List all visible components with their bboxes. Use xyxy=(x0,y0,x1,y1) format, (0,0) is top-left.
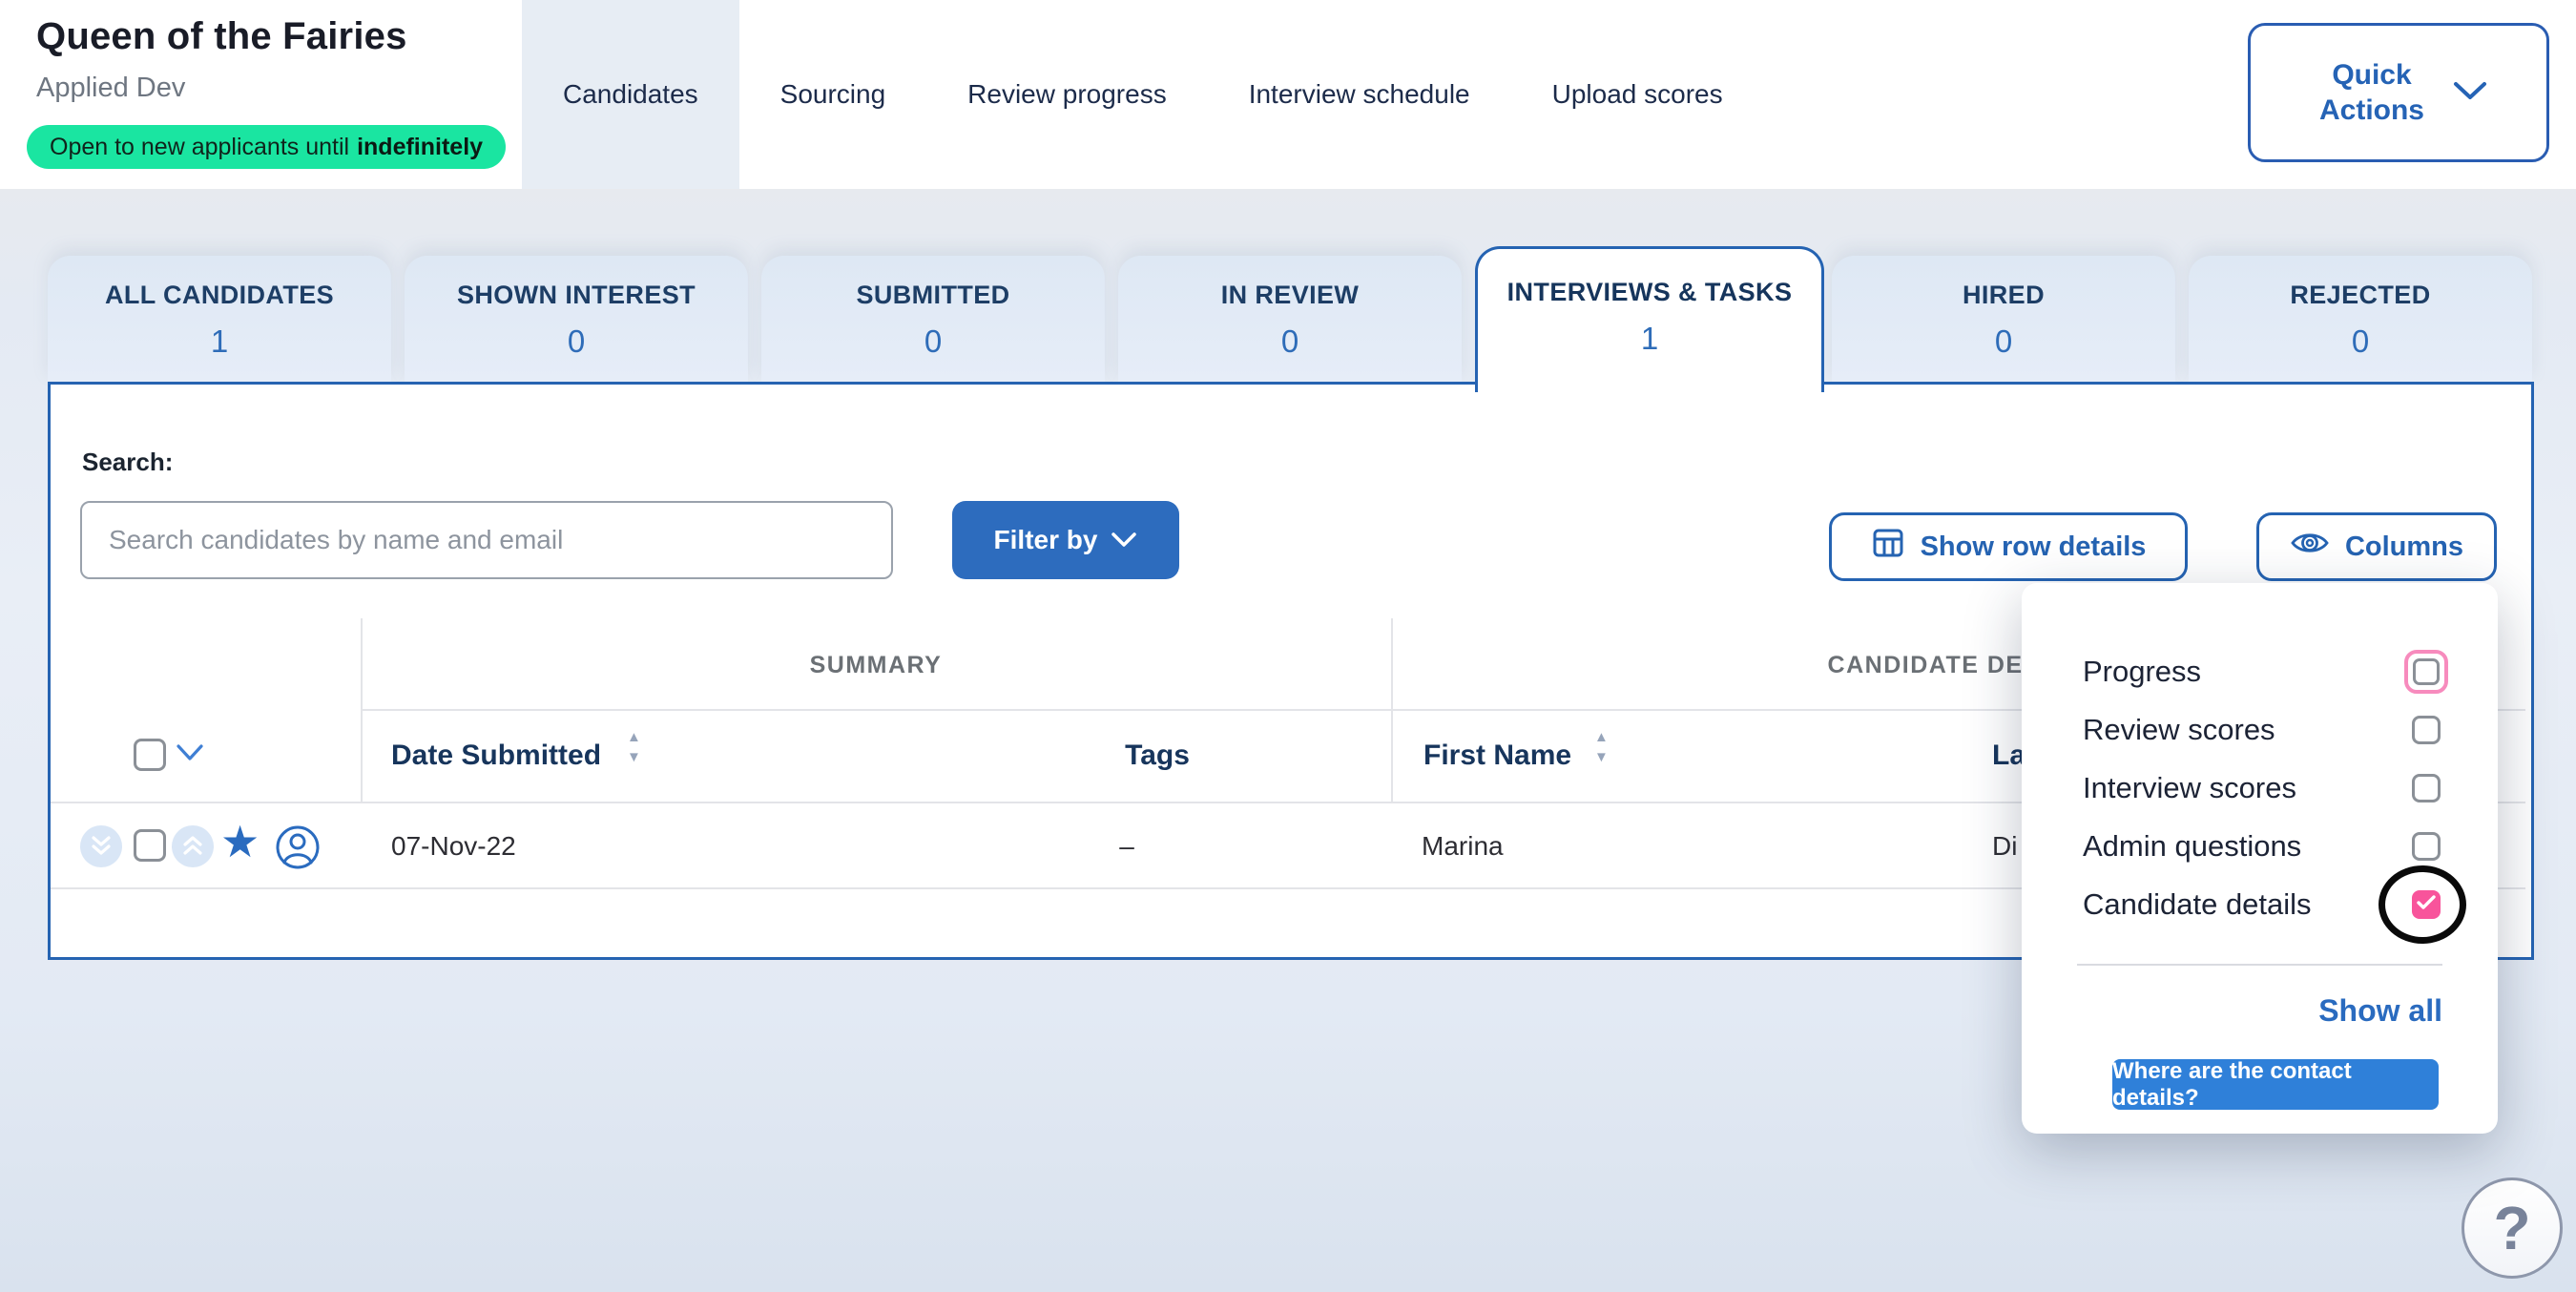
interview-scores-checkbox[interactable] xyxy=(2412,774,2441,802)
page-title: Queen of the Fairies xyxy=(36,15,407,57)
tab-count: 0 xyxy=(924,323,943,359)
tab-label: SHOWN INTEREST xyxy=(456,281,696,309)
search-input[interactable] xyxy=(80,501,893,579)
move-stage-down-icon[interactable] xyxy=(80,825,122,867)
sort-arrows-icon[interactable]: ▲ ▼ xyxy=(627,729,641,765)
cell-first-name: Marina xyxy=(1422,831,1504,861)
tab-count: 1 xyxy=(1640,321,1659,356)
menu-item-label: Review scores xyxy=(2083,713,2275,746)
candidate-details-checkbox[interactable] xyxy=(2412,890,2441,919)
chevron-down-icon xyxy=(1111,525,1137,555)
status-badge-text: Open to new applicants until xyxy=(50,133,350,160)
menu-item-admin-questions[interactable]: Admin questions xyxy=(2022,817,2498,876)
group-header-summary: SUMMARY xyxy=(809,652,943,678)
nav-item-review-progress[interactable]: Review progress xyxy=(967,79,1167,109)
nav-item-candidates[interactable]: Candidates xyxy=(522,0,739,189)
select-all-checkbox[interactable] xyxy=(134,739,166,771)
tab-count: 0 xyxy=(1994,323,2013,359)
menu-item-candidate-details[interactable]: Candidate details xyxy=(2022,875,2498,934)
row-divider xyxy=(51,802,2525,803)
tab-rejected[interactable]: REJECTED 0 xyxy=(2189,256,2532,382)
row-divider xyxy=(51,887,2525,889)
nav-item-interview-schedule[interactable]: Interview schedule xyxy=(1248,79,1470,109)
menu-item-interview-scores[interactable]: Interview scores xyxy=(2022,759,2498,818)
quick-actions-button[interactable]: Quick Actions xyxy=(2248,23,2549,162)
tab-label: SUBMITTED xyxy=(856,281,1010,309)
tab-count: 0 xyxy=(1280,323,1299,359)
top-bar: Queen of the Fairies Applied Dev Open to… xyxy=(0,0,2576,190)
tab-submitted[interactable]: SUBMITTED 0 xyxy=(761,256,1105,382)
help-button[interactable]: ? xyxy=(2462,1177,2563,1279)
search-label: Search: xyxy=(82,448,174,476)
tab-count: 1 xyxy=(210,323,229,359)
column-header-first-name[interactable]: First Name xyxy=(1423,740,1572,771)
column-header-date-submitted[interactable]: Date Submitted xyxy=(391,740,602,771)
status-badge: Open to new applicants until indefinitel… xyxy=(27,125,507,169)
favorite-star-icon[interactable]: ★ xyxy=(220,817,260,866)
tab-all-candidates[interactable]: ALL CANDIDATES 1 xyxy=(48,256,391,382)
tab-label: INTERVIEWS & TASKS xyxy=(1506,278,1793,306)
sort-arrows-icon[interactable]: ▲ ▼ xyxy=(1594,729,1609,765)
show-row-details-button[interactable]: Show row details xyxy=(1829,512,2188,581)
tab-shown-interest[interactable]: SHOWN INTEREST 0 xyxy=(405,256,748,382)
tab-interviews-tasks[interactable]: INTERVIEWS & TASKS 1 xyxy=(1475,246,1824,392)
menu-item-label: Interview scores xyxy=(2083,771,2296,804)
tab-label: ALL CANDIDATES xyxy=(104,281,335,309)
move-stage-up-icon[interactable] xyxy=(172,825,214,867)
columns-menu: Progress Review scores Interview scores … xyxy=(2022,583,2498,1134)
table-grid-icon xyxy=(1871,526,1905,568)
show-row-details-label: Show row details xyxy=(1920,531,2147,562)
menu-item-progress[interactable]: Progress xyxy=(2022,642,2498,701)
menu-item-review-scores[interactable]: Review scores xyxy=(2022,700,2498,760)
cell-last-name: Di xyxy=(1992,831,2018,861)
columns-button[interactable]: Columns xyxy=(2256,512,2497,581)
row-checkbox[interactable] xyxy=(134,829,166,862)
review-scores-checkbox[interactable] xyxy=(2412,716,2441,744)
filter-by-button[interactable]: Filter by xyxy=(952,501,1179,579)
tab-in-review[interactable]: IN REVIEW 0 xyxy=(1118,256,1462,382)
cell-tags: – xyxy=(1119,831,1134,861)
question-mark-icon: ? xyxy=(2493,1194,2531,1262)
tab-count: 0 xyxy=(567,323,586,359)
candidate-profile-icon[interactable] xyxy=(274,823,322,876)
menu-item-label: Progress xyxy=(2083,655,2202,688)
row-divider xyxy=(361,709,2525,711)
select-menu-chevron-icon[interactable] xyxy=(175,742,205,768)
progress-checkbox[interactable] xyxy=(2413,658,2440,685)
check-icon xyxy=(2417,894,2436,915)
cell-date-submitted: 07-Nov-22 xyxy=(391,831,516,861)
filter-by-label: Filter by xyxy=(993,525,1098,554)
menu-item-label: Candidate details xyxy=(2083,887,2312,921)
eye-icon xyxy=(2290,529,2330,565)
page-subtitle: Applied Dev xyxy=(36,73,186,103)
admin-questions-checkbox[interactable] xyxy=(2412,832,2441,861)
show-all-link[interactable]: Show all xyxy=(2318,993,2442,1028)
nav-item-upload-scores[interactable]: Upload scores xyxy=(1551,79,1723,109)
menu-divider xyxy=(2077,964,2442,966)
tab-label: HIRED xyxy=(1962,281,2045,309)
tab-label: REJECTED xyxy=(2290,281,2431,309)
tab-hired[interactable]: HIRED 0 xyxy=(1832,256,2175,382)
tab-count: 0 xyxy=(2351,323,2370,359)
column-header-tags[interactable]: Tags xyxy=(1125,740,1190,771)
nav-item-sourcing[interactable]: Sourcing xyxy=(779,79,886,109)
chevron-down-icon xyxy=(2453,80,2487,106)
menu-item-label: Admin questions xyxy=(2083,829,2302,863)
checkbox-focus-ring xyxy=(2404,650,2448,694)
quick-actions-label: Quick Actions xyxy=(2318,58,2424,127)
columns-label: Columns xyxy=(2344,531,2464,562)
contact-details-help-button[interactable]: Where are the contact details? xyxy=(2112,1058,2439,1111)
status-badge-bold: indefinitely xyxy=(357,133,484,160)
tab-label: IN REVIEW xyxy=(1220,281,1360,309)
main-nav: Candidates Sourcing Review progress Inte… xyxy=(522,0,1764,189)
